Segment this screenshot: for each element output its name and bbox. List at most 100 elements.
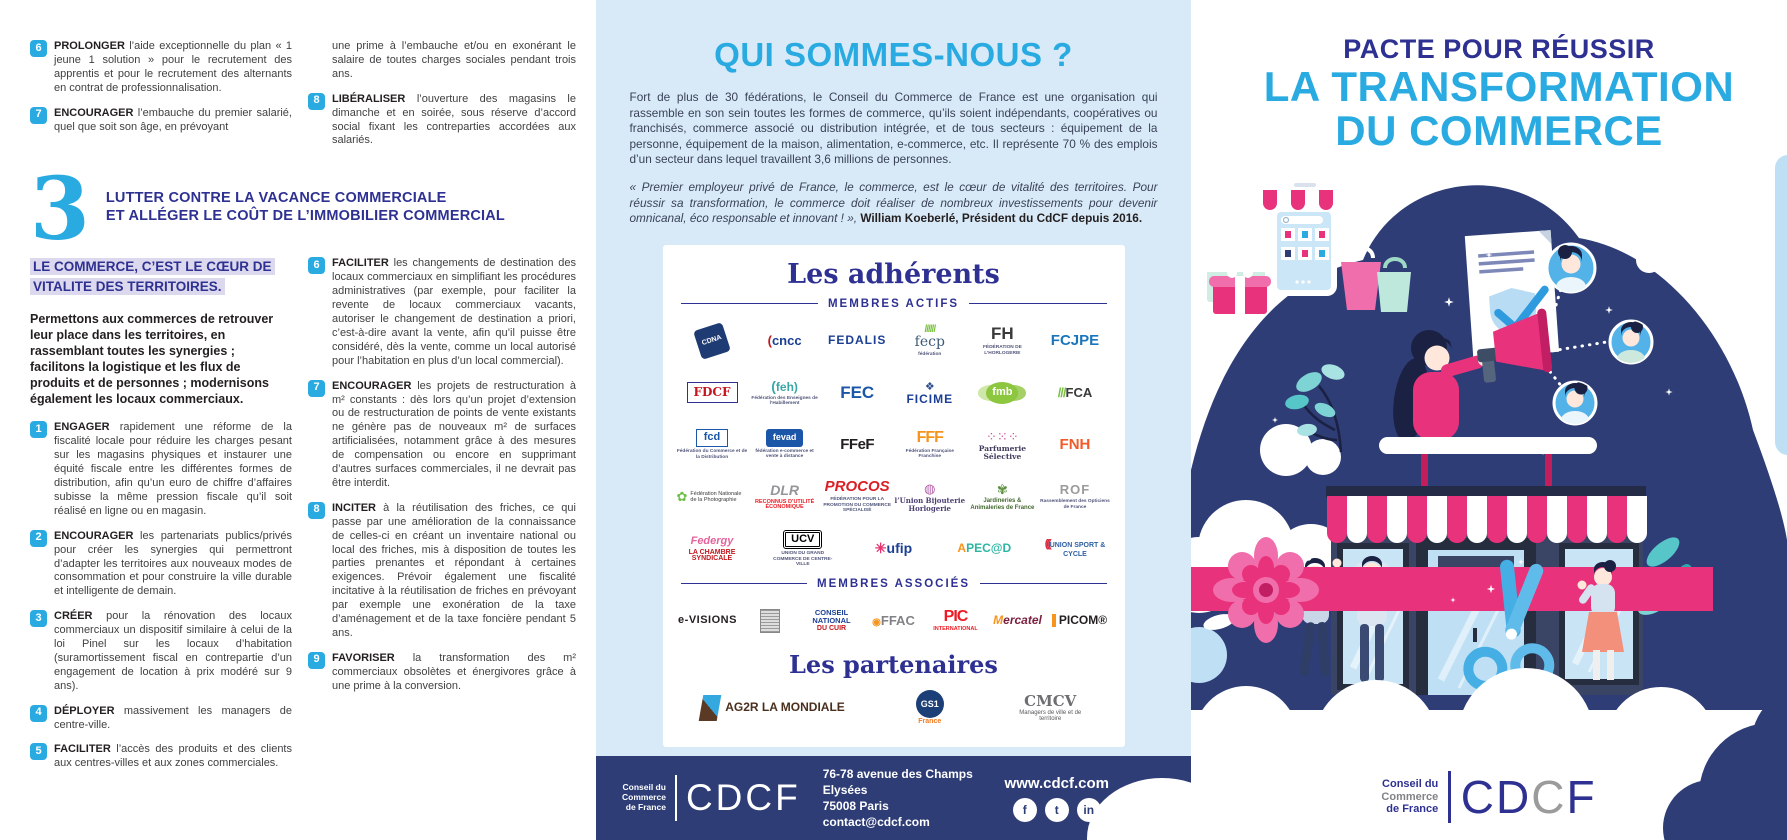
page-title: QUI SOMMES-NOUS ? <box>714 36 1073 73</box>
actifs-logo-row-4: ✿ Fédération Nationale de la Photographie… <box>677 474 1111 520</box>
item-number-badge: 1 <box>30 421 47 439</box>
list-item: 8 LIBÉRALISER l’ouverture des magasins le… <box>308 92 576 149</box>
user-avatars <box>1545 242 1654 426</box>
adherents-title: Les adhérents <box>787 258 1000 290</box>
logo-gs1-france: GS1 France <box>894 690 965 725</box>
website-link[interactable]: www.cdcf.com <box>1004 774 1109 792</box>
item-keyword: INCITER <box>332 501 376 514</box>
logo-dlr: DLR RECONNUS D’UTILITÉ ÉCONOMIQUE <box>754 481 815 511</box>
section-title: LUTTER CONTRE LA VACANCE COMMERCIALE ET … <box>106 189 505 225</box>
dots-icon: ⁘⁙⁘ <box>986 428 1019 444</box>
swirl-icon: ❖ <box>924 380 935 393</box>
twitter-icon[interactable]: t <box>1044 797 1069 822</box>
members-card: Les adhérents MEMBRES ACTIFS CDNA cncc F… <box>662 244 1125 747</box>
divider-line <box>980 583 1107 585</box>
logo-mercatel: Mercatel <box>993 613 1042 628</box>
logo-crest <box>739 608 801 633</box>
item-text: l’accès des produits et des clients aux … <box>54 743 292 770</box>
cover-illustration <box>1191 155 1787 840</box>
item-keyword: FACILITER <box>332 257 389 270</box>
logo-fecp: //////fecp fédération <box>914 324 945 357</box>
logo-fnh: FNH <box>1059 435 1091 453</box>
item-text: massivement les managers de centre-ville… <box>54 704 292 731</box>
panel-left: 6 PROLONGER l’aide exceptionnelle du plan… <box>0 0 596 840</box>
list-item: 5 FACILITER l’accès des produits et des c… <box>30 743 292 771</box>
item-number-badge: 6 <box>308 257 325 275</box>
logo-picom: PICOM® <box>1049 614 1111 628</box>
cdcf-wordmark-big: CDCF <box>1460 771 1597 823</box>
cdcf-logo-white: Conseil du Commerce de France CDCF <box>622 775 801 821</box>
logo-fn-photographie: ✿ Fédération Nationale de la Photographie <box>676 488 742 504</box>
logo-union-bijouterie-horlogerie: ◍ l’Union Bijouterie Horlogerie <box>894 481 966 513</box>
item-continuation: une prime à l’embauche et/ou en exonéran… <box>332 40 576 80</box>
logo-parfumerie-selective: ⁘⁙⁘ Parfumerie Sélective <box>978 428 1026 461</box>
partners-logo-row: AG2R LA MONDIALE GS1 France CMCV Managers … <box>677 685 1111 731</box>
item-text: les changements de destination des locau… <box>332 257 576 367</box>
item-text: pour la rénovation des locaux commerciau… <box>54 610 292 692</box>
item-keyword: CRÉER <box>54 610 93 623</box>
actifs-logo-row-2: FDCF feh)Fédération des Enseignes de l’H… <box>677 370 1111 416</box>
facebook-icon[interactable]: f <box>1012 797 1037 822</box>
cover-title-line2: LA TRANSFORMATION <box>1263 63 1735 110</box>
address-line: 75008 Paris <box>822 799 889 813</box>
section-title-line2: ET ALLÉGER LE COÛT DE L’IMMOBILIER COMME… <box>105 208 505 225</box>
membres-associes-label: MEMBRES ASSOCIÉS <box>817 577 970 590</box>
actifs-logo-row-5: Federgy LA CHAMBRE SYNDICALE UCV UNION DU … <box>677 526 1111 572</box>
logo-federgy: Federgy LA CHAMBRE SYNDICALE <box>688 535 736 562</box>
list-item: 7 ENCOURAGER l’embauche du premier salari… <box>30 106 292 135</box>
divider-line <box>969 303 1107 305</box>
address-line: 76-78 avenue des Champs Elysées <box>822 767 973 797</box>
quote-text: « Premier employeur privé de France, le … <box>629 179 1158 226</box>
contact-email[interactable]: contact@cdcf.com <box>822 815 930 829</box>
highlight-statement: LE COMMERCE, C’EST LE CŒUR DE VITALITE D… <box>30 258 275 296</box>
item-text: les partenariats publics/privés pour cré… <box>54 529 293 598</box>
list-item: 9 FAVORISER la transformation des m² comm… <box>308 651 576 694</box>
item-number-badge: 4 <box>30 704 47 722</box>
item-number-badge: 7 <box>308 379 325 397</box>
logo-jardineries-animaleries: ✾ Jardineries & Animaleries de France <box>970 482 1035 511</box>
logo-e-visions: e-VISIONS <box>678 613 737 626</box>
linkedin-icon[interactable]: in <box>1076 797 1101 822</box>
list-item: 3 CRÉER pour la rénovation des locaux com… <box>30 610 292 693</box>
divider-line <box>680 303 818 305</box>
section-number: 3 <box>30 159 90 261</box>
web-block: www.cdcf.com f t in <box>1005 775 1109 822</box>
item-text: les projets de restructuration à m² cons… <box>332 379 576 489</box>
logo-ufip: ufip <box>858 541 929 556</box>
president-quote: « Premier employeur privé de France, le … <box>630 180 1158 227</box>
megaphone-icon <box>1477 308 1553 383</box>
item-text: rapidement une réforme de la fiscalité l… <box>54 421 292 517</box>
item-number-badge: 9 <box>308 651 325 669</box>
logo-fcd: fcd Fédération du Commerce et de la Distr… <box>676 429 748 460</box>
slashes-icon: ////// <box>924 324 936 336</box>
panel-right: PACTE POUR RÉUSSIR LA TRANSFORMATION DU … <box>1191 0 1787 840</box>
item-keyword: FACILITER <box>54 743 111 756</box>
list-item: 7 ENCOURAGER les projets de restructurati… <box>308 379 576 491</box>
top-col-2: une prime à l’embauche et/ou en exonéran… <box>308 40 576 159</box>
logo-union-sport-cycle: UNION SPORT & CYCLE <box>1040 539 1111 558</box>
item-keyword: ENGAGER <box>54 421 110 434</box>
list-item: 1 ENGAGER rapidement une réforme de la fi… <box>30 421 292 518</box>
section-title-line1: LUTTER CONTRE LA VACANCE COMMERCIALE <box>105 190 447 207</box>
ag2r-icon <box>698 694 722 721</box>
actifs-logo-row-3: fcd Fédération du Commerce et de la Distr… <box>677 422 1111 468</box>
item-text: la transformation des m² commerciaux obs… <box>332 651 576 692</box>
item-keyword: PROLONGER <box>54 40 125 52</box>
logo-fedalis: FEDALIS <box>828 333 887 348</box>
list-item: 2 ENCOURAGER les partenariats publics/pri… <box>30 529 293 600</box>
cdcf-wordmark-small: Conseil du Commerce de France <box>1381 778 1439 816</box>
intro-paragraph: Permettons aux commerces de retrouver le… <box>30 312 274 407</box>
panel-middle: QUI SOMMES-NOUS ? Fort de plus de 30 féd… <box>596 0 1191 840</box>
cdcf-wordmark-big: CDCF <box>685 777 801 818</box>
item-keyword: DÉPLOYER <box>54 704 115 717</box>
striped-awning <box>1326 486 1647 543</box>
logo-divider-bar <box>674 775 677 821</box>
logo-fevad: fevad fédération e-commerce et vente à di… <box>749 429 820 460</box>
logo-divider-bar <box>1448 771 1451 823</box>
logo-rof: ROF Rassemblement des Opticiens de France <box>1040 482 1110 510</box>
item-keyword: ENCOURAGER <box>54 529 134 542</box>
logo-ficime: ❖ FICIME <box>906 380 954 406</box>
list-item: 8 INCITER à la réutilisation des friches,… <box>308 501 576 641</box>
item-text: l’ouverture des magasins le dimanche et … <box>332 92 576 147</box>
